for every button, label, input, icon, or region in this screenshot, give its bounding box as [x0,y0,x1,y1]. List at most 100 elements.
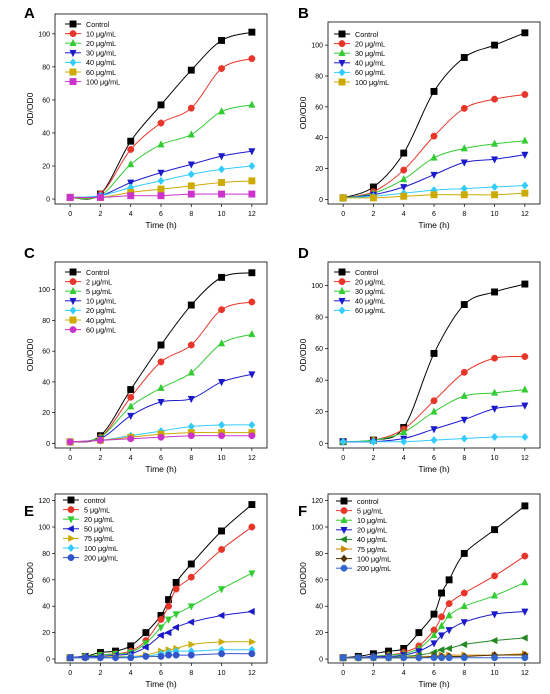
data-point [127,386,135,394]
data-point [217,339,226,347]
data-point [157,192,165,200]
y-tick-label: 0 [46,441,50,448]
data-point [400,654,408,662]
data-point [459,640,468,649]
legend-marker [67,506,75,514]
legend-marker [67,496,75,504]
data-point [157,101,165,109]
x-tick-label: 12 [521,455,529,462]
data-point [157,624,165,632]
data-point [127,137,135,145]
data-point [249,638,257,646]
y-tick-label: 60 [315,104,323,111]
data-point [127,192,135,200]
legend-entry: 5 μg/mL [357,506,383,515]
y-tick-label: 60 [315,346,323,353]
x-tick-label: 10 [491,455,499,462]
y-tick-label: 0 [46,657,50,664]
x-tick-label: 2 [371,670,375,677]
x-tick-label: 8 [462,455,466,462]
legend-marker [340,554,348,563]
data-point [521,432,529,442]
data-point [127,654,135,662]
x-tick-label: 8 [462,211,466,218]
data-point [218,527,226,535]
data-point [400,166,408,174]
legend-entry: 50 μg/mL [84,525,114,534]
x-tick-label: 2 [98,211,102,218]
legend-marker [340,526,348,535]
legend-entry: Control [86,20,110,29]
x-tick-label: 0 [341,670,345,677]
y-tick-label: 20 [42,410,50,417]
data-point [430,87,438,95]
data-point [521,29,529,37]
data-point [430,640,438,648]
y-axis-label: OD/OD0 [298,562,308,595]
data-point [217,153,226,161]
series-8 [339,654,529,662]
data-point [490,156,499,164]
data-point [142,652,150,660]
legend-marker [340,497,348,505]
y-tick-label: 100 [38,287,50,294]
legend-entry: 20 μg/mL [86,39,116,48]
data-point [460,144,468,152]
data-point [430,654,438,662]
y-tick-label: 20 [315,630,323,637]
legend-entry: 75 μg/mL [357,545,387,554]
data-point [248,570,256,578]
legend-entry: 20 μg/mL [355,39,385,48]
series-3 [339,578,529,661]
data-point [521,654,529,662]
x-axis-label: Time (h) [145,464,176,474]
x-tick-label: 4 [129,211,133,218]
legend-entry: 2 μg/mL [86,277,112,286]
legend-marker [340,515,348,524]
data-point [460,104,468,112]
data-point [187,422,195,431]
legend-entry: 30 μg/mL [355,287,385,296]
data-point [460,654,468,662]
chart-panel-b: B 0 2 4 6 8 10 12 0 20 40 60 80 100 Time (h) OD/OD0 Cont… [298,5,541,230]
legend-entry: 5 μg/mL [84,505,110,514]
data-point [400,149,408,157]
data-point [445,600,453,608]
data-point [521,385,529,393]
data-point [490,405,499,413]
legend-marker [68,534,76,543]
data-point [445,654,453,662]
data-point [491,191,499,199]
legend-entry: 100 μg/mL [355,78,389,87]
legend-entry: 40 μg/mL [357,535,387,544]
data-point [96,436,104,444]
y-tick-label: 100 [38,525,50,532]
data-point [172,651,180,659]
x-tick-label: 6 [159,211,163,218]
data-point [218,179,226,186]
legend-entry: 100 μg/mL [86,77,120,86]
series-7 [66,432,256,446]
x-tick-label: 6 [159,455,163,462]
data-point [248,177,256,185]
data-point [400,192,408,200]
data-point [157,358,165,366]
y-tick-label: 40 [315,604,323,611]
data-point [460,301,468,309]
series-7 [66,650,256,662]
legend-marker [69,278,77,286]
x-tick-label: 6 [432,670,436,677]
data-point [460,54,468,61]
legend-marker [340,507,348,515]
data-point [460,159,468,167]
data-point [460,391,468,399]
data-point [157,185,165,193]
data-point [187,130,195,138]
legend-entry: 20 μg/mL [84,515,114,524]
legend-entry: control [357,497,379,506]
data-point [430,132,438,140]
panel-label: A [24,5,35,22]
legend-entry: 30 μg/mL [86,49,116,58]
data-point [490,139,499,147]
